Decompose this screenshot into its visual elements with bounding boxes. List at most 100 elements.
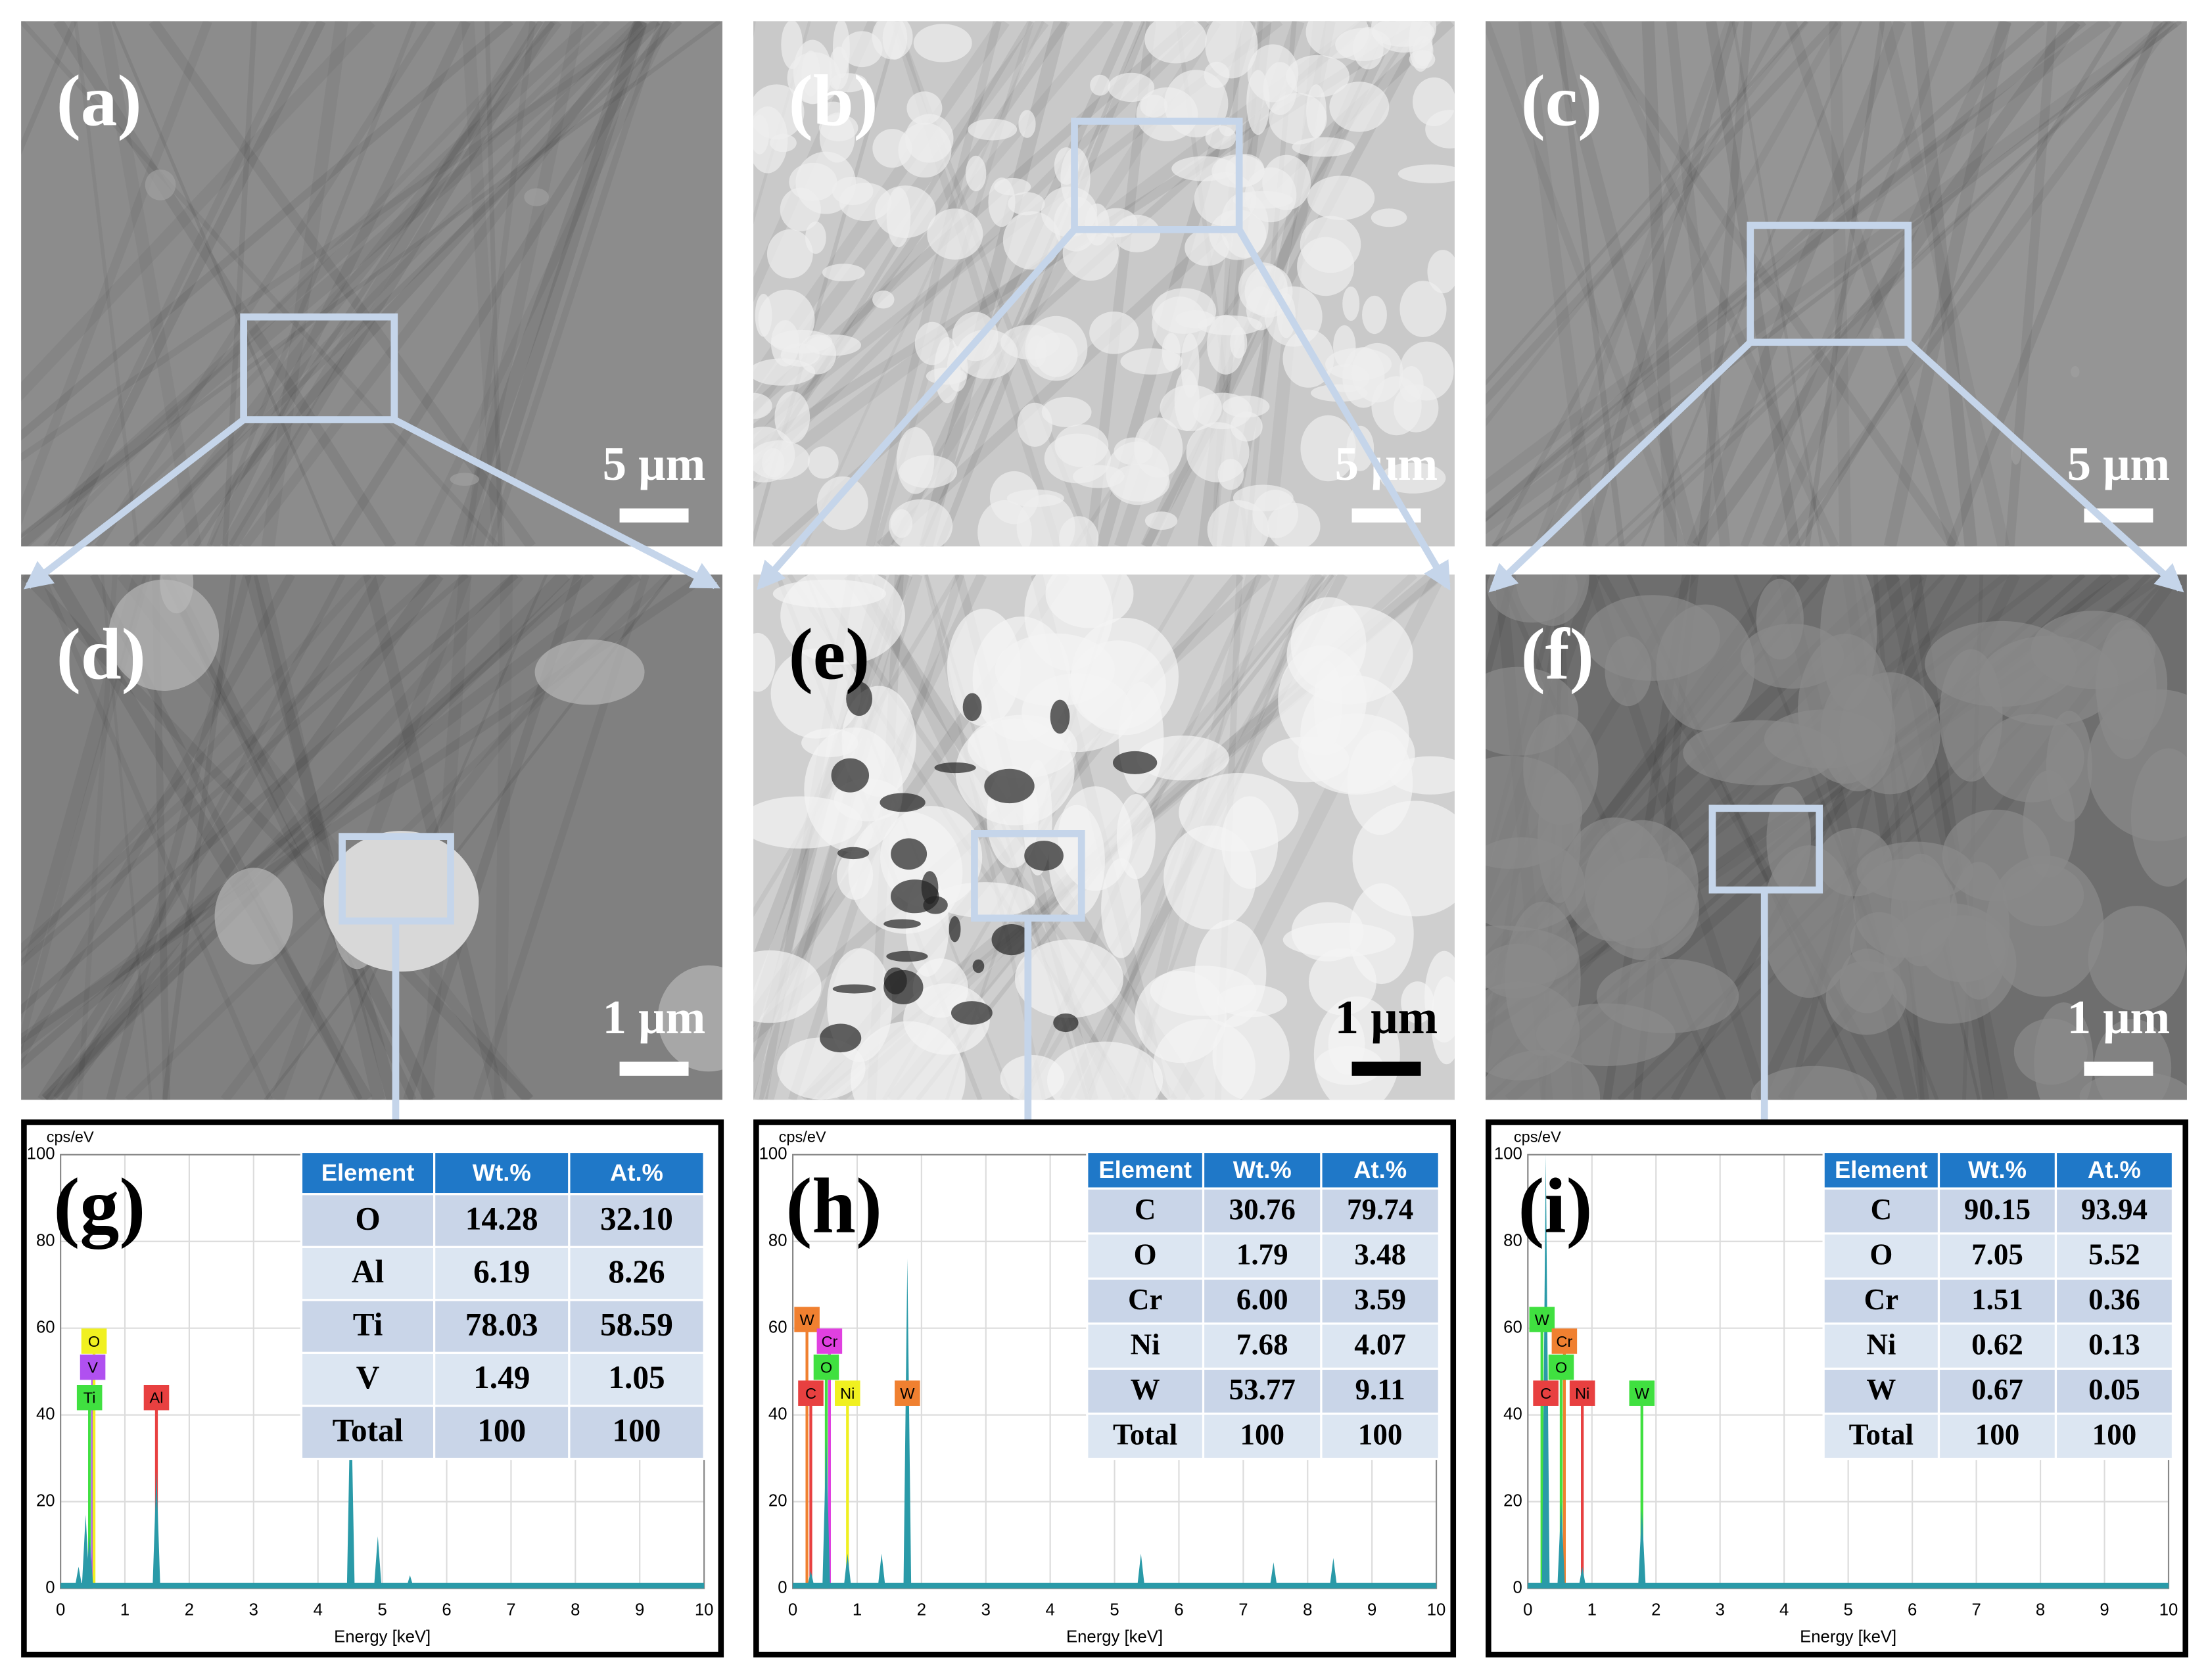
grain: [534, 639, 645, 705]
table-cell: [1822, 1277, 1940, 1325]
table-cell-text: 8.26: [608, 1253, 665, 1290]
grain: [896, 427, 935, 494]
table-cell: [568, 1405, 705, 1460]
y-tick-label: 40: [36, 1405, 55, 1423]
x-tick-label: 2: [917, 1601, 926, 1620]
grain: [772, 579, 887, 608]
grain: [1310, 384, 1368, 402]
element-tag: [1569, 1380, 1595, 1406]
grain: [1413, 77, 1455, 126]
grain: [927, 208, 983, 260]
table-cell-text: O: [1869, 1238, 1892, 1271]
x-tick-label: 4: [1046, 1601, 1055, 1620]
y-tick-label: 80: [768, 1232, 787, 1250]
streak: [1619, 21, 2169, 547]
streak: [486, 21, 664, 547]
y-tick-label: 20: [1503, 1491, 1522, 1510]
streak: [1879, 21, 2010, 547]
grain: [1041, 186, 1098, 237]
streak: [21, 21, 78, 155]
streak: [461, 21, 505, 547]
grain: [753, 106, 788, 174]
spectrum-peak: [878, 1553, 886, 1589]
x-tick-label: 1: [120, 1601, 129, 1620]
grain: [2071, 366, 2080, 378]
streak: [222, 21, 258, 547]
element-tag-label: O: [1555, 1359, 1567, 1376]
scale-bar: [619, 508, 689, 523]
grain: [753, 358, 816, 386]
element-tag-label: V: [87, 1359, 98, 1376]
y-tick-label: 20: [36, 1491, 55, 1510]
pore: [837, 847, 870, 860]
scale-bar: [619, 1062, 689, 1076]
streak: [1555, 21, 1625, 547]
scale-bar-label: 1 μm: [2067, 991, 2171, 1044]
table-header: At.%: [610, 1159, 663, 1186]
grain: [1584, 820, 1699, 948]
streak: [1641, 21, 1678, 547]
table-cell: [1086, 1277, 1205, 1325]
pore: [923, 896, 948, 914]
grain: [1362, 295, 1387, 335]
y-tick-label: 0: [778, 1578, 787, 1597]
x-tick-label: 3: [249, 1601, 258, 1620]
pore: [934, 762, 976, 774]
panel-label: (f): [1521, 615, 1594, 695]
streak: [1911, 21, 1978, 547]
element-tag-label: W: [1635, 1385, 1650, 1402]
grain: [841, 31, 883, 68]
sem-image: (b)5 μm: [753, 21, 1455, 547]
spectrum-peak: [843, 1553, 852, 1589]
x-tick-label: 3: [981, 1601, 991, 1620]
spectrum-peak: [85, 1536, 94, 1589]
table-cell-text: 6.19: [473, 1253, 530, 1290]
connector: [1236, 227, 1451, 591]
table-cell: [1822, 1367, 1940, 1415]
pore: [972, 959, 985, 973]
x-tick-label: 10: [1427, 1601, 1446, 1620]
table-cell-text: 0.62: [1971, 1328, 2023, 1361]
x-tick-label: 0: [1523, 1601, 1532, 1620]
grain: [214, 868, 293, 965]
streak: [1731, 21, 1823, 547]
streak: [1829, 21, 1852, 547]
streak: [1486, 21, 1808, 386]
element-tag: [813, 1354, 839, 1380]
image-background: [1486, 21, 2187, 547]
streak: [97, 21, 202, 547]
pore: [831, 758, 870, 793]
grain: [766, 229, 813, 279]
element-tag-label: Cr: [1556, 1333, 1572, 1350]
y-tick-label: 20: [768, 1491, 787, 1510]
grain: [1014, 939, 1123, 1018]
x-tick-label: 1: [1587, 1601, 1597, 1620]
grain: [770, 648, 861, 739]
streak: [1605, 21, 2171, 547]
pore: [949, 916, 961, 943]
streak: [60, 574, 346, 1100]
table-cell: [1086, 1322, 1205, 1370]
element-tag: [794, 1307, 820, 1332]
grain: [1136, 87, 1198, 141]
grain: [966, 155, 987, 192]
zoom-connectors: [24, 118, 2184, 1178]
texture: [1486, 574, 2187, 1100]
table-cell-text: 1.79: [1236, 1238, 1288, 1271]
table-cell-text: C: [1135, 1193, 1156, 1226]
y-tick-label: 100: [759, 1145, 787, 1163]
streak: [1583, 21, 1957, 547]
streak: [1547, 21, 1700, 547]
streak: [209, 21, 471, 547]
table-cell: [1320, 1367, 1440, 1415]
grain: [1153, 1019, 1256, 1100]
grain: [657, 965, 722, 1072]
table-cell-text: 100: [613, 1412, 661, 1449]
grain: [1333, 325, 1356, 368]
pore: [1024, 841, 1064, 871]
streak: [77, 574, 118, 1100]
y-axis-label: cps/eV: [1514, 1128, 1561, 1145]
x-tick-label: 9: [2100, 1601, 2109, 1620]
grain: [1194, 172, 1257, 226]
grain: [1346, 425, 1374, 471]
